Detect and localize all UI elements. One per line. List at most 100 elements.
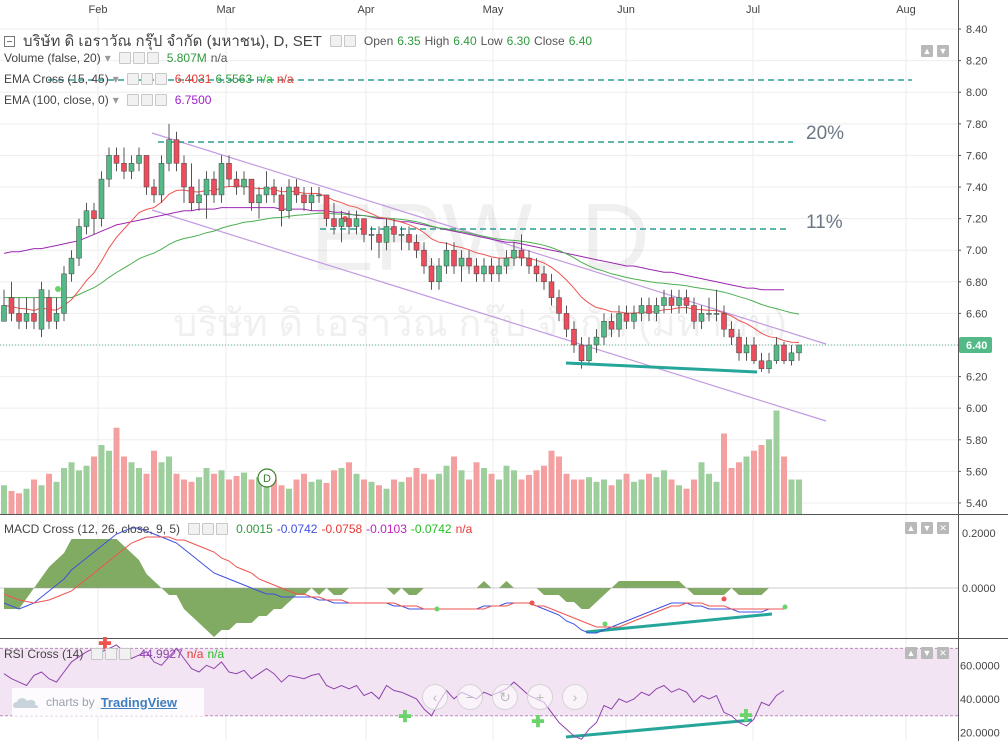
y-tick-label: 6.60 bbox=[966, 308, 987, 320]
price-divergence-line bbox=[565, 361, 758, 374]
x-tick-label: Jun bbox=[617, 4, 635, 16]
candle-body bbox=[788, 352, 795, 362]
symbol-title: บริษัท ดิ เอราวัณ กรุ๊ป จำกัด (มหาชน), D… bbox=[23, 33, 322, 50]
candle-body bbox=[248, 178, 255, 204]
volume-bar bbox=[406, 477, 412, 514]
reset-icon[interactable]: ↻ bbox=[492, 684, 518, 710]
tradingview-branding[interactable]: charts by TradingView bbox=[12, 688, 204, 716]
pane-up-icon[interactable]: ▲ bbox=[905, 522, 917, 534]
candle-body bbox=[556, 297, 562, 314]
pane-close-icon[interactable]: ✕ bbox=[937, 647, 949, 659]
candle-body bbox=[368, 234, 375, 236]
volume-bar bbox=[113, 427, 120, 514]
volume-bar bbox=[16, 493, 22, 514]
scroll-left-icon[interactable]: ‹ bbox=[422, 684, 448, 710]
rsi-line bbox=[3, 644, 785, 740]
candle-body bbox=[743, 344, 750, 354]
candle-body bbox=[278, 194, 285, 211]
candle-body bbox=[218, 163, 225, 196]
chevron-down-icon[interactable]: ▾ bbox=[104, 51, 111, 65]
volume-bar bbox=[706, 473, 712, 514]
macd-line-value: -0.0742 bbox=[276, 522, 318, 536]
volume-bar bbox=[143, 473, 150, 514]
rsi-legend: RSI Cross (14) 44.9927 n/a n/a bbox=[4, 647, 224, 661]
pane-down-icon[interactable]: ▼ bbox=[937, 45, 949, 57]
collapse-icon[interactable] bbox=[4, 35, 15, 47]
annotations: 20% 11% D bbox=[257, 123, 844, 488]
scroll-right-icon[interactable]: › bbox=[562, 684, 588, 710]
ema100-controls[interactable] bbox=[126, 94, 167, 106]
volume-bar bbox=[83, 465, 90, 514]
volume-controls[interactable] bbox=[118, 52, 159, 64]
x-tick-label: Mar bbox=[217, 4, 236, 16]
candle-body bbox=[158, 163, 165, 196]
macd-line bbox=[3, 527, 784, 634]
ema100-value: 6.7500 bbox=[174, 93, 212, 107]
volume-bar bbox=[443, 465, 450, 514]
divergence-lines bbox=[565, 361, 773, 739]
pane-up-icon[interactable]: ▲ bbox=[921, 45, 933, 57]
y-tick-label: 6.00 bbox=[966, 403, 987, 415]
volume-bar bbox=[646, 473, 652, 514]
volume-bar bbox=[203, 468, 210, 514]
macd-cross-dot bbox=[602, 621, 608, 627]
candle-body bbox=[473, 265, 480, 275]
high-value: 6.40 bbox=[453, 34, 477, 48]
pane-down-icon[interactable]: ▼ bbox=[921, 522, 933, 534]
candle-body bbox=[781, 344, 787, 362]
watermark: ERW, D บริษัท ดิ เอราวัณ กรุ๊ป จำกัด (มห… bbox=[173, 184, 787, 346]
volume-bar bbox=[391, 479, 397, 514]
macd-controls[interactable] bbox=[188, 523, 229, 535]
zoom-in-icon[interactable]: + bbox=[527, 684, 553, 710]
candle-body bbox=[383, 226, 390, 243]
volume-bar bbox=[38, 485, 45, 514]
zoom-out-icon[interactable]: − bbox=[457, 684, 483, 710]
candle-body bbox=[661, 297, 667, 306]
level-20-label: 20% bbox=[806, 123, 844, 144]
tradingview-link[interactable]: TradingView bbox=[100, 694, 178, 710]
main-legend: บริษัท ดิ เอราวัณ กรุ๊ป จำกัด (มหาชน), D… bbox=[4, 29, 592, 53]
chevron-down-icon[interactable]: ▾ bbox=[112, 93, 119, 107]
macd-tick-label: 0.0000 bbox=[962, 583, 996, 595]
candle-body bbox=[173, 139, 180, 164]
volume-bar bbox=[548, 450, 555, 514]
candle-body bbox=[91, 210, 97, 219]
candle-body bbox=[766, 360, 772, 369]
volume-bar bbox=[151, 450, 157, 514]
ema-cross-controls[interactable] bbox=[126, 73, 167, 85]
candle-body bbox=[593, 336, 600, 346]
volume-bar bbox=[661, 470, 667, 514]
ema-cross-na1: n/a bbox=[256, 72, 273, 86]
ema-cross-legend: EMA Cross (15, 45) ▾ 6.4031 6.5563 n/a n… bbox=[4, 72, 294, 86]
rsi-label: RSI Cross (14) bbox=[4, 647, 84, 661]
candle-body bbox=[638, 305, 645, 314]
pane-down-icon[interactable]: ▼ bbox=[921, 647, 933, 659]
chevron-down-icon[interactable]: ▾ bbox=[112, 72, 119, 86]
macd-legend: MACD Cross (12, 26, close, 9, 5) 0.0015 … bbox=[4, 522, 472, 536]
volume-bar bbox=[8, 491, 15, 514]
volume-bar bbox=[631, 481, 637, 514]
volume-bar bbox=[751, 450, 757, 514]
cross-dot bbox=[55, 286, 61, 292]
axes: Feb Mar Apr May Jun Jul Aug 5.40 5.60 5.80 6.00 6.2… bbox=[89, 4, 1000, 740]
candle-body bbox=[601, 321, 607, 338]
candle-body bbox=[563, 313, 570, 330]
pane-up-icon[interactable]: ▲ bbox=[905, 647, 917, 659]
legend-controls[interactable] bbox=[329, 35, 356, 47]
pane-close-icon[interactable]: ✕ bbox=[937, 522, 949, 534]
macd-v4: -0.0103 bbox=[366, 522, 407, 536]
ema-slow-line bbox=[4, 212, 800, 315]
volume-bar bbox=[68, 462, 75, 514]
volume-bar bbox=[451, 456, 457, 514]
volume-bar bbox=[511, 470, 517, 514]
open-label: Open bbox=[363, 34, 394, 48]
channel-lower bbox=[151, 209, 827, 422]
rsi-controls[interactable] bbox=[91, 648, 132, 660]
y-tick-label: 5.80 bbox=[966, 435, 987, 447]
volume-bar bbox=[211, 473, 217, 514]
candle-body bbox=[23, 313, 30, 322]
candle-body bbox=[361, 218, 367, 235]
candle-body bbox=[181, 163, 187, 188]
candle-body bbox=[616, 313, 622, 330]
